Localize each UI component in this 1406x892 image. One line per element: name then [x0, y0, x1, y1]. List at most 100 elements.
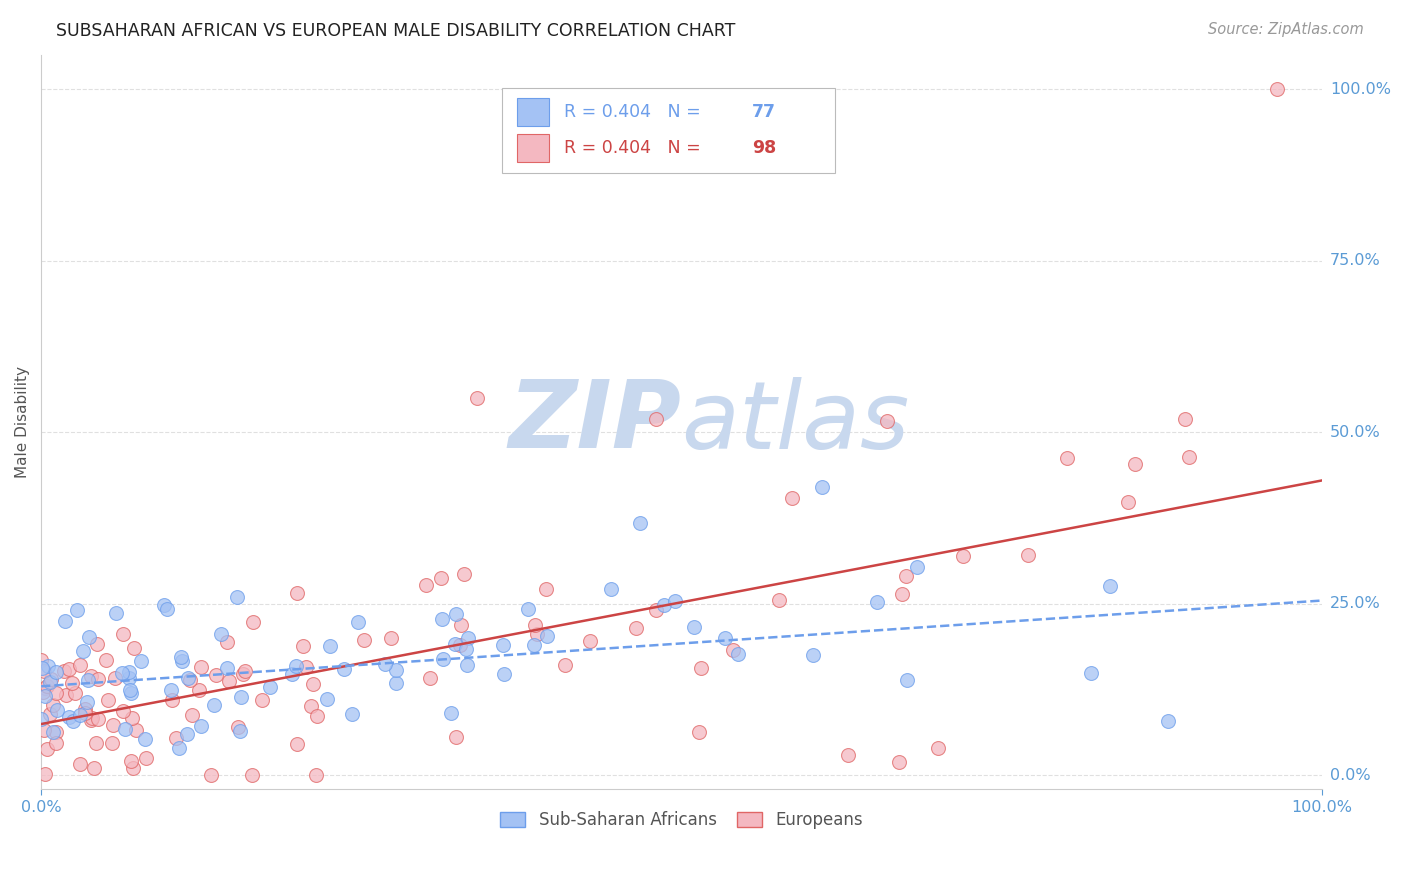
Point [77, 630, 100, 644]
Point [80, 711, 103, 725]
Point [811, 480, 834, 494]
Point [45, 665, 67, 679]
Point [896, 673, 918, 687]
Point [683, 620, 706, 634]
Point [465, 391, 488, 405]
Point [444, 730, 467, 744]
Point [801, 648, 824, 663]
Point [58, 663, 80, 677]
Point [104, 606, 127, 620]
Point [226, 590, 249, 604]
Point [46, 704, 69, 718]
Point [170, 650, 193, 665]
Point [37, 679, 59, 693]
Point [415, 577, 437, 591]
Point [305, 768, 328, 782]
Point [456, 641, 478, 656]
Point [63, 686, 86, 700]
FancyBboxPatch shape [502, 88, 835, 172]
Point [894, 569, 917, 583]
Point [37, 659, 59, 673]
Text: 25.0%: 25.0% [1330, 597, 1381, 612]
Point [1157, 714, 1180, 728]
Point [457, 631, 479, 645]
Point [38, 706, 60, 721]
Point [155, 602, 177, 616]
Point [30, 711, 52, 725]
Point [129, 654, 152, 668]
Point [215, 635, 238, 649]
Point [83, 761, 105, 775]
Point [380, 632, 402, 646]
Point [721, 643, 744, 657]
Point [190, 719, 212, 733]
Text: 98: 98 [752, 139, 776, 157]
Point [837, 747, 859, 762]
Point [66, 603, 89, 617]
Text: 50.0%: 50.0% [1330, 425, 1381, 440]
Point [259, 680, 281, 694]
Point [34, 766, 56, 780]
Point [73, 702, 96, 716]
Text: R = 0.404   N =: R = 0.404 N = [564, 139, 706, 157]
Point [218, 673, 240, 688]
Point [120, 683, 142, 698]
Point [31, 660, 53, 674]
Point [1177, 450, 1199, 464]
Point [385, 676, 408, 690]
Point [134, 732, 156, 747]
Point [624, 621, 647, 635]
Point [228, 720, 250, 734]
Point [172, 654, 194, 668]
Point [69, 707, 91, 722]
Point [342, 707, 364, 722]
Point [32, 684, 55, 698]
Point [536, 629, 558, 643]
Point [492, 667, 515, 681]
Point [780, 491, 803, 505]
Point [492, 638, 515, 652]
Text: R = 0.404   N =: R = 0.404 N = [564, 103, 706, 120]
Point [250, 693, 273, 707]
Text: SUBSAHARAN AFRICAN VS EUROPEAN MALE DISABILITY CORRELATION CHART: SUBSAHARAN AFRICAN VS EUROPEAN MALE DISA… [56, 22, 735, 40]
Point [53, 615, 76, 629]
Point [176, 727, 198, 741]
Point [229, 724, 252, 739]
Point [432, 652, 454, 666]
Point [1080, 665, 1102, 680]
Point [450, 618, 472, 632]
Point [690, 660, 713, 674]
Point [34, 690, 56, 704]
Point [30, 652, 52, 666]
Point [285, 658, 308, 673]
Point [430, 571, 453, 585]
Point [97, 692, 120, 706]
Point [120, 754, 142, 768]
Point [554, 658, 576, 673]
Point [1116, 495, 1139, 509]
Point [187, 682, 209, 697]
Point [32, 664, 55, 678]
Point [449, 638, 471, 652]
Point [179, 673, 201, 687]
Text: 77: 77 [752, 103, 776, 120]
Point [94, 653, 117, 667]
Point [952, 549, 974, 563]
Point [52, 664, 75, 678]
Point [101, 736, 124, 750]
Point [905, 560, 928, 574]
Point [176, 671, 198, 685]
Point [517, 602, 540, 616]
Point [446, 607, 468, 622]
Point [927, 741, 949, 756]
Point [86, 637, 108, 651]
Point [55, 689, 77, 703]
Point [103, 717, 125, 731]
Point [768, 592, 790, 607]
Y-axis label: Male Disability: Male Disability [15, 367, 30, 478]
Point [69, 756, 91, 771]
Point [73, 706, 96, 721]
Point [285, 737, 308, 751]
Point [45, 725, 67, 739]
Point [87, 672, 110, 686]
